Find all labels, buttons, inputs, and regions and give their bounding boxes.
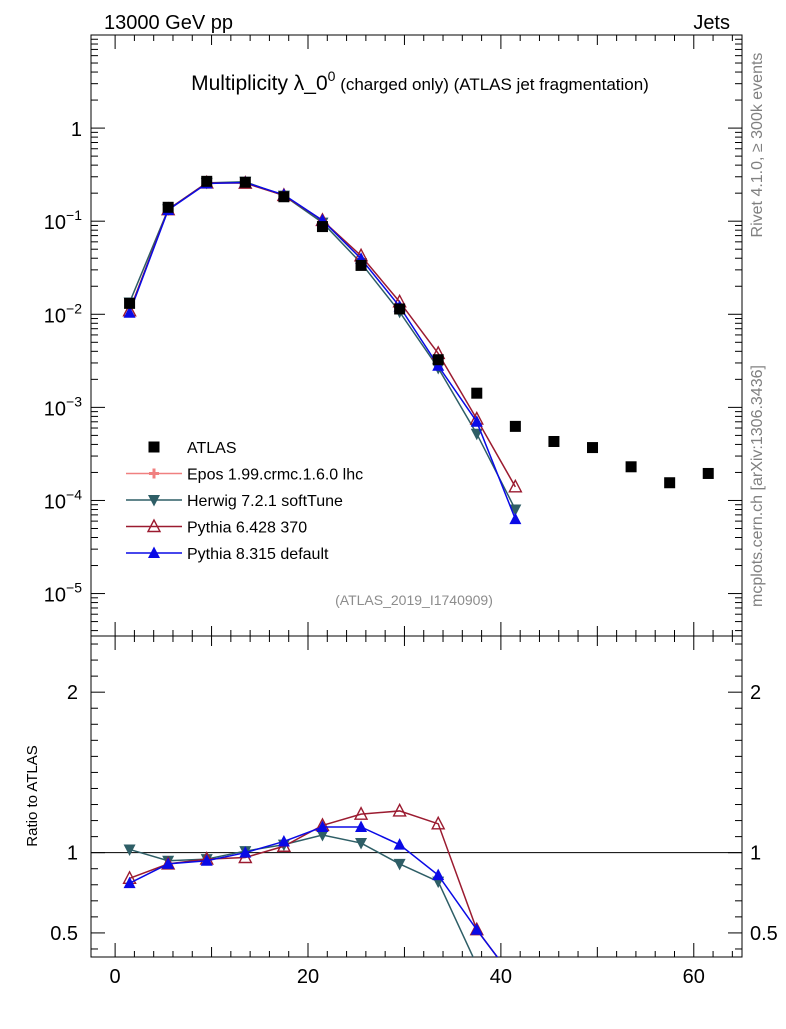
ratio-point-pythia-8-315-default <box>432 868 445 881</box>
data-point-pythia-8-315-default <box>123 306 136 318</box>
legend-label-herwig-7-2-1-softtune: Herwig 7.2.1 softTune <box>187 493 343 510</box>
main-data-group <box>122 174 714 525</box>
data-point-herwig-7-2-1-softtune <box>470 428 483 441</box>
y-tick-label: 10−2 <box>44 300 82 327</box>
y-tick-label: 1 <box>71 119 82 141</box>
data-point-atlas <box>394 303 406 315</box>
ratio-tick-label-right: 1 <box>750 843 761 865</box>
ratio-point-pythia-8-315-default <box>200 854 213 866</box>
legend-label-pythia-8-315-default: Pythia 8.315 default <box>187 546 329 563</box>
chart-title: Multiplicity λ_00 (charged only) (ATLAS … <box>191 68 649 95</box>
data-point-atlas <box>702 467 714 479</box>
legend-label-epos-1-99-crmc-1-6-0-lhc: Epos 1.99.crmc.1.6.0 lhc <box>187 467 363 484</box>
y-tick-label: 10−5 <box>44 580 82 607</box>
ratio-point-pythia-8-315-default <box>239 846 252 858</box>
ratio-tick-label-right: 2 <box>750 682 761 704</box>
legend-marker-herwig-7-2-1-softtune <box>148 495 160 507</box>
ratio-tick-label-right: 0.5 <box>750 923 778 945</box>
ratio-point-pythia-8-315-default <box>123 876 136 889</box>
ratio-point-herwig-7-2-1-softtune <box>316 830 329 842</box>
ratio-point-herwig-7-2-1-softtune <box>123 844 136 856</box>
ratio-line-herwig-7-2-1-softtune <box>129 834 474 957</box>
legend-marker-epos-1-99-crmc-1-6-0-lhc <box>149 468 159 479</box>
source-url-label: mcplots.cern.ch [arXiv:1306.3436] <box>749 365 766 607</box>
ratio-point-pythia-8-315-default <box>355 820 368 832</box>
y-tick-label: 10−4 <box>44 486 82 513</box>
data-point-pythia-6-428-370 <box>508 478 523 493</box>
ratio-tick-label-left: 0.5 <box>50 923 78 945</box>
category-label: Jets <box>693 12 730 34</box>
ratio-point-herwig-7-2-1-softtune <box>355 838 368 850</box>
data-point-atlas <box>278 191 290 203</box>
data-point-atlas <box>471 387 483 399</box>
ratio-point-pythia-8-315-default <box>162 857 175 869</box>
rivet-version-label: Rivet 4.1.0, ≥ 300k events <box>749 53 766 238</box>
y-tick-label: 10−1 <box>44 207 82 234</box>
ratio-point-pythia-6-428-370 <box>353 806 369 820</box>
data-point-atlas <box>316 221 328 233</box>
data-point-atlas <box>432 354 444 366</box>
x-tick-label: 0 <box>110 966 121 988</box>
ratio-tick-label-left: 1 <box>67 843 78 865</box>
ratio-line-pythia-8-315-default <box>129 826 499 957</box>
data-point-atlas <box>664 477 676 489</box>
x-tick-label: 20 <box>297 966 319 988</box>
ratio-point-pythia-8-315-default <box>277 834 290 847</box>
ratio-tick-label-left: 2 <box>67 682 78 704</box>
data-point-atlas <box>239 176 251 188</box>
legend-marker-pythia-8-315-default <box>148 546 160 558</box>
data-point-pythia-8-315-default <box>470 415 483 427</box>
ratio-point-herwig-7-2-1-softtune <box>393 858 406 871</box>
data-point-pythia-8-315-default <box>509 512 522 525</box>
analysis-reference: (ATLAS_2019_I1740909) <box>335 592 493 608</box>
data-point-herwig-7-2-1-softtune <box>509 504 522 516</box>
x-tick-label: 60 <box>683 966 705 988</box>
ratio-point-pythia-6-428-370 <box>392 802 407 817</box>
data-point-atlas <box>509 420 521 432</box>
ratio-panel-frame <box>90 635 743 958</box>
ratio-point-herwig-7-2-1-softtune <box>471 960 483 972</box>
data-point-atlas <box>548 435 560 447</box>
legend-marker-pythia-6-428-370 <box>146 518 162 533</box>
legend-label-pythia-6-428-370: Pythia 6.428 370 <box>187 520 307 537</box>
x-tick-label: 40 <box>490 966 512 988</box>
data-point-atlas <box>355 259 367 271</box>
data-point-atlas <box>162 201 174 213</box>
ratio-axis-label: Ratio to ATLAS <box>24 745 41 846</box>
ratio-point-pythia-6-428-370 <box>431 815 446 830</box>
energy-label: 13000 GeV pp <box>104 12 233 34</box>
ratio-point-pythia-8-315-default <box>470 923 483 935</box>
y-tick-label: 10−3 <box>44 393 82 420</box>
ratio-data-group <box>122 802 499 972</box>
data-point-atlas <box>587 442 599 454</box>
legend-label-atlas: ATLAS <box>187 440 237 457</box>
data-point-atlas <box>201 175 213 187</box>
legend-marker-atlas <box>148 441 160 453</box>
data-point-atlas <box>124 297 136 309</box>
ratio-point-pythia-8-315-default <box>316 820 329 832</box>
ratio-point-pythia-8-315-default <box>393 838 406 850</box>
data-point-atlas <box>625 461 637 473</box>
